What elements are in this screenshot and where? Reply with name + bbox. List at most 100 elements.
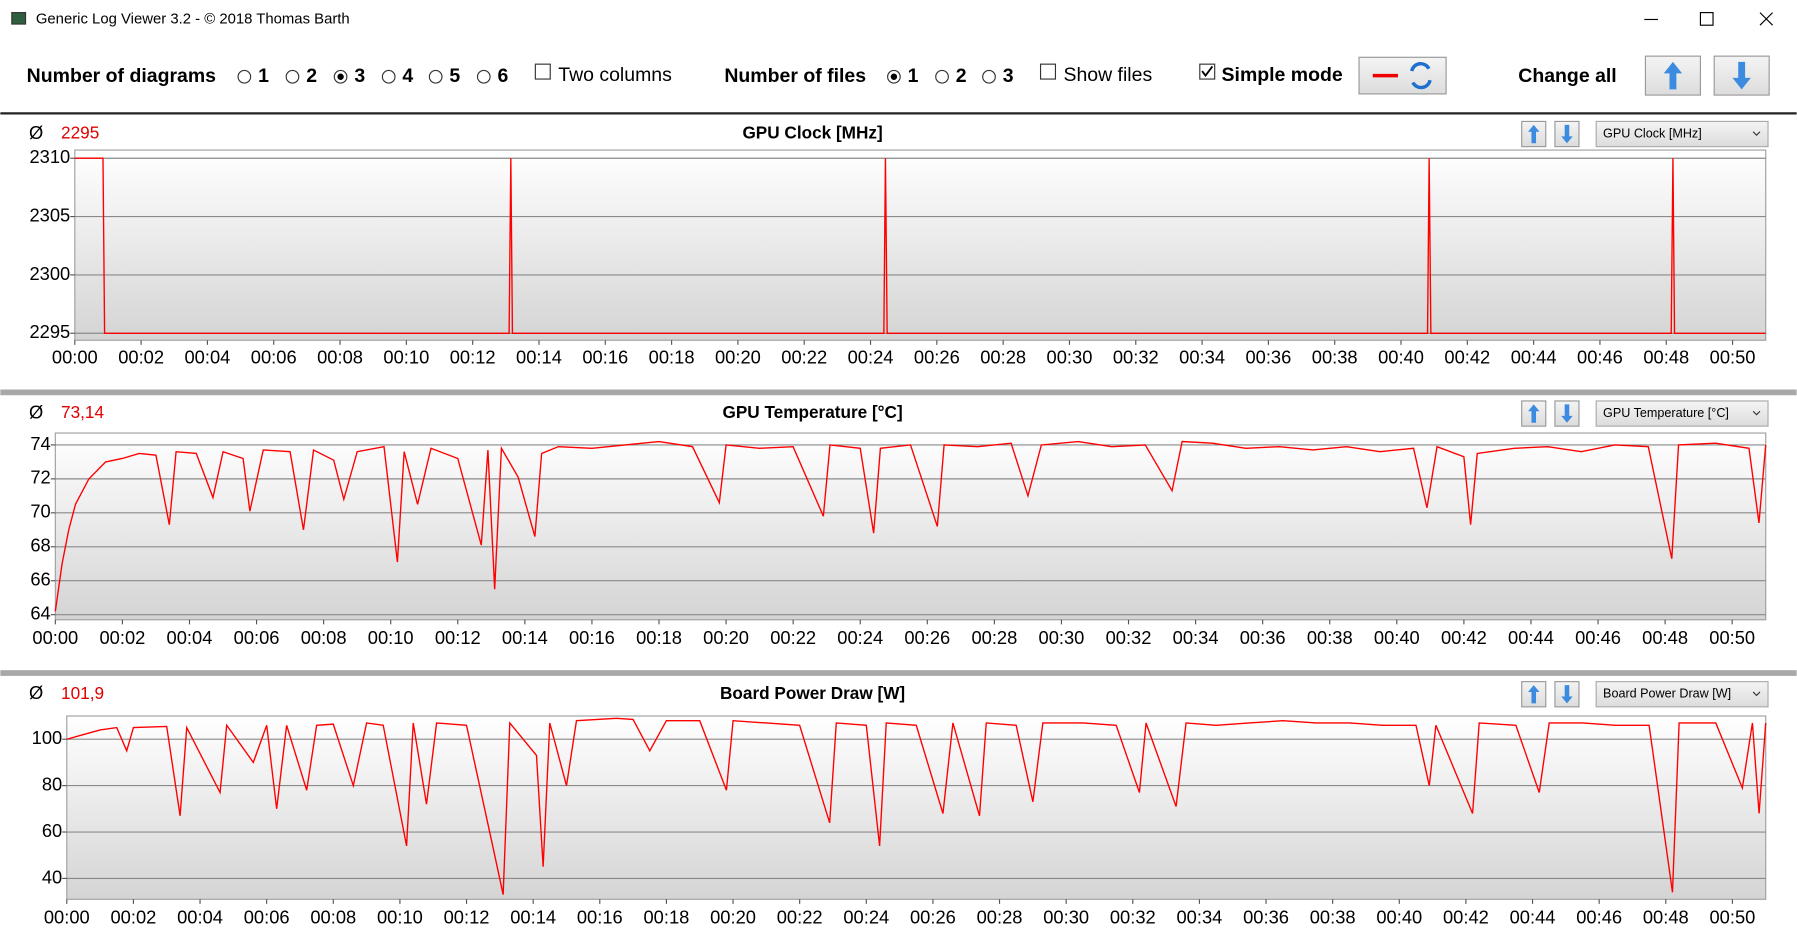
- x-tick-label: 00:42: [1441, 627, 1487, 648]
- x-tick-label: 00:28: [971, 627, 1017, 648]
- arrow-down-icon: [1561, 404, 1573, 423]
- x-tick-label: 00:36: [1240, 627, 1286, 648]
- arrow-up-icon: [1528, 404, 1540, 423]
- move-down-button[interactable]: [1554, 681, 1580, 708]
- x-tick-label: 00:26: [904, 627, 950, 648]
- x-tick-label: 00:28: [977, 907, 1023, 928]
- radio-button[interactable]: [982, 69, 996, 84]
- x-tick-label: 00:48: [1643, 346, 1689, 367]
- x-tick-label: 00:44: [1508, 627, 1554, 648]
- plot-area: [54, 432, 1767, 621]
- radio-button[interactable]: [285, 69, 300, 84]
- plot-area: [74, 149, 1767, 341]
- radio-label: 1: [258, 65, 269, 87]
- dropdown-frame: [1595, 681, 1769, 708]
- x-tick-label: 00:16: [569, 627, 615, 648]
- move-up-button[interactable]: [1521, 681, 1547, 708]
- x-tick-label: 00:46: [1576, 907, 1622, 928]
- arrow-up-icon: [1528, 124, 1540, 144]
- x-tick-label: 00:12: [435, 627, 481, 648]
- x-tick-label: 00:40: [1378, 346, 1424, 367]
- x-tick-label: 00:00: [32, 627, 78, 648]
- x-tick-label: 00:42: [1443, 907, 1489, 928]
- x-tick-label: 00:22: [770, 627, 816, 648]
- y-tick-label: 64: [30, 603, 50, 624]
- x-tick-label: 00:18: [643, 907, 689, 928]
- x-tick-label: 00:48: [1642, 627, 1688, 648]
- window-title: Generic Log Viewer 3.2 - © 2018 Thomas B…: [36, 11, 350, 27]
- x-tick-label: 00:38: [1312, 346, 1358, 367]
- radio-button[interactable]: [381, 69, 396, 84]
- radio-label: 3: [354, 65, 365, 87]
- x-tick-label: 00:10: [368, 627, 414, 648]
- move-down-all-button[interactable]: [1713, 55, 1770, 96]
- x-tick-label: 00:04: [167, 627, 213, 648]
- y-tick-label: 2310: [29, 146, 70, 167]
- arrow-up-icon: [1663, 61, 1683, 90]
- x-tick-label: 00:00: [44, 907, 90, 928]
- y-tick-label: 2300: [29, 263, 70, 284]
- y-tick-label: 74: [30, 433, 50, 454]
- panel-separator: [0, 389, 1797, 396]
- x-tick-label: 00:48: [1643, 907, 1689, 928]
- maximize-button[interactable]: [1699, 12, 1714, 26]
- app-icon: [11, 12, 27, 25]
- checkbox[interactable]: [534, 63, 551, 80]
- move-up-all-button[interactable]: [1644, 55, 1701, 96]
- x-tick-label: 00:30: [1043, 907, 1089, 928]
- x-tick-label: 00:34: [1179, 346, 1225, 367]
- data-line: [66, 717, 1767, 895]
- move-up-button[interactable]: [1521, 400, 1547, 427]
- x-tick-label: 00:24: [837, 627, 883, 648]
- x-tick-label: 00:36: [1243, 907, 1289, 928]
- button-frame: [1358, 56, 1447, 95]
- x-tick-label: 00:18: [649, 346, 695, 367]
- x-tick-label: 00:42: [1444, 346, 1490, 367]
- x-tick-label: 00:46: [1577, 346, 1623, 367]
- x-tick-label: 00:50: [1709, 907, 1755, 928]
- x-tick-label: 00:34: [1173, 627, 1219, 648]
- x-tick-label: 00:50: [1709, 627, 1755, 648]
- files-label: Number of files: [724, 65, 866, 87]
- radio-button[interactable]: [428, 69, 443, 84]
- x-tick-label: 00:28: [980, 346, 1026, 367]
- x-tick-label: 00:30: [1039, 627, 1085, 648]
- move-down-button[interactable]: [1554, 400, 1580, 427]
- radio-button[interactable]: [237, 69, 252, 84]
- dropdown-text: GPU Clock [MHz]: [1603, 126, 1702, 140]
- checkbox[interactable]: [1039, 63, 1057, 80]
- x-tick-label: 00:06: [251, 346, 297, 367]
- x-tick-label: 00:06: [244, 907, 290, 928]
- y-tick-label: 80: [42, 773, 62, 794]
- chart-title: Board Power Draw [W]: [720, 683, 905, 703]
- color-refresh-button[interactable]: [1358, 56, 1447, 95]
- dropdown-chevron: [1752, 691, 1761, 697]
- arrow-down-icon: [1561, 124, 1573, 144]
- channel-dropdown[interactable]: Board Power Draw [W]: [1595, 681, 1769, 708]
- chart-title: GPU Temperature [°C]: [722, 402, 902, 422]
- channel-dropdown[interactable]: GPU Temperature [°C]: [1595, 400, 1769, 427]
- x-tick-label: 00:32: [1106, 627, 1152, 648]
- y-tick-label: 60: [42, 820, 62, 841]
- x-tick-label: 00:32: [1113, 346, 1159, 367]
- y-tick-label: 72: [30, 467, 50, 488]
- move-up-button[interactable]: [1521, 120, 1547, 148]
- close-button[interactable]: [1759, 12, 1774, 26]
- radio-button[interactable]: [935, 69, 949, 84]
- radio-label: 6: [498, 65, 509, 87]
- x-tick-label: 00:38: [1307, 627, 1353, 648]
- radio-button[interactable]: [476, 69, 491, 84]
- x-tick-label: 00:40: [1376, 907, 1422, 928]
- dropdown-frame: [1595, 120, 1769, 148]
- diagrams-label: Number of diagrams: [27, 65, 216, 87]
- x-tick-label: 00:14: [502, 627, 548, 648]
- arrow-down-icon: [1561, 685, 1573, 704]
- refresh-icon: [1410, 62, 1432, 90]
- x-tick-label: 00:10: [377, 907, 423, 928]
- channel-dropdown[interactable]: GPU Clock [MHz]: [1595, 120, 1769, 148]
- average-value: 101,9: [61, 683, 104, 703]
- x-tick-label: 00:06: [234, 627, 280, 648]
- move-down-button[interactable]: [1554, 120, 1580, 148]
- x-tick-label: 00:44: [1510, 907, 1556, 928]
- radio-label: 2: [306, 65, 317, 87]
